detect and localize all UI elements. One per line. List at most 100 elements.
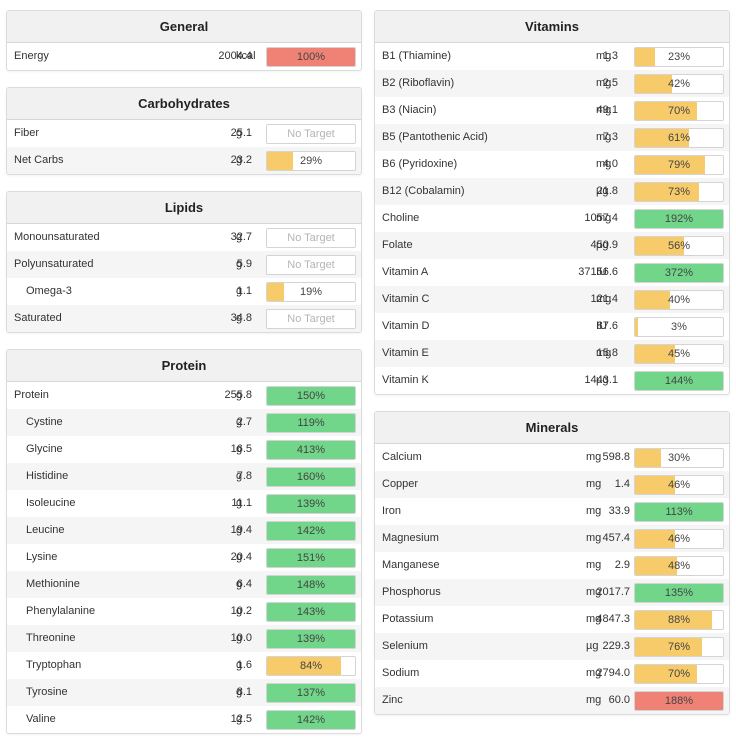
nutrient-row: B5 (Pantothenic Acid) 7.3 mg 61% xyxy=(375,124,729,151)
nutrient-unit: mg xyxy=(596,50,612,62)
progress-fill xyxy=(267,711,355,729)
progress-fill xyxy=(635,129,689,147)
nutrient-row: Potassium 4847.3 mg 88% xyxy=(375,606,729,633)
nutrient-name: Calcium xyxy=(382,451,422,463)
nutrient-row: Tyrosine 8.1 g 137% xyxy=(7,679,361,706)
panel-title: Minerals xyxy=(375,412,729,444)
nutrient-name: Vitamin K xyxy=(382,374,429,386)
progress-fill xyxy=(635,183,700,201)
nutrient-row: Phosphorus 2017.7 mg 135% xyxy=(375,579,729,606)
nutrient-name: Energy xyxy=(14,50,49,62)
progress-fill xyxy=(267,603,355,621)
panel-title: Carbohydrates xyxy=(7,88,361,120)
nutrient-row: Tryptophan 1.6 g 84% xyxy=(7,652,361,679)
nutrient-name: Phosphorus xyxy=(382,586,441,598)
row-list: Calcium 598.8 mg 30% Copper 1.4 mg 46% Iron 33.9 m… xyxy=(375,444,729,714)
progress-percent-label: No Target xyxy=(287,313,335,325)
target-progress-bar: 40% xyxy=(634,290,724,310)
target-progress-bar: 148% xyxy=(266,575,356,595)
progress-percent-label: 42% xyxy=(667,78,691,90)
progress-fill xyxy=(267,657,341,675)
target-progress-bar: 70% xyxy=(634,664,724,684)
progress-fill xyxy=(267,684,355,702)
progress-percent-label: 192% xyxy=(664,213,694,225)
nutrient-unit: g xyxy=(236,154,243,166)
nutrient-amount: 11.1 xyxy=(231,497,252,509)
target-progress-bar: 372% xyxy=(634,263,724,283)
nutrient-unit: µg xyxy=(586,640,599,652)
progress-fill xyxy=(635,503,723,521)
progress-percent-label: 142% xyxy=(296,525,326,537)
nutrient-name: Fiber xyxy=(14,127,40,139)
nutrient-unit: mg xyxy=(586,478,602,490)
nutrient-unit: mg xyxy=(596,77,612,89)
target-progress-bar: 88% xyxy=(634,610,724,630)
nutrient-row: B1 (Thiamine) 1.3 mg 23% xyxy=(375,43,729,70)
nutrient-name: Protein xyxy=(14,389,49,401)
nutrient-name: Glycine xyxy=(26,443,63,455)
nutrient-amount: 2004.4 xyxy=(218,50,252,62)
progress-percent-label: No Target xyxy=(287,259,335,271)
progress-percent-label: 84% xyxy=(299,660,323,672)
progress-fill xyxy=(635,318,638,336)
progress-percent-label: 113% xyxy=(665,506,693,518)
target-progress-bar: 113% xyxy=(634,502,724,522)
nutrient-unit: g xyxy=(236,443,243,455)
target-progress-bar: 100% xyxy=(266,47,356,67)
nutrient-amount: 20.4 xyxy=(230,551,252,563)
row-list: Protein 255.8 g 150% Cystine 2.7 g 119% Glycine 1… xyxy=(7,382,361,733)
target-progress-bar: 79% xyxy=(634,155,724,175)
target-progress-bar: 84% xyxy=(266,656,356,676)
nutrient-unit: IU xyxy=(596,266,607,278)
nutrient-unit: g xyxy=(236,713,243,725)
nutrient-unit: mg xyxy=(596,131,612,143)
progress-percent-label: 46% xyxy=(667,479,691,491)
nutrient-row: Monounsaturated 32.7 g No Target xyxy=(7,224,361,251)
progress-fill xyxy=(635,476,676,494)
nutrient-amount: 121.4 xyxy=(590,293,618,305)
nutrient-row: B6 (Pyridoxine) 4.0 mg 79% xyxy=(375,151,729,178)
nutrient-amount: 450.9 xyxy=(590,239,618,251)
target-progress-bar: 19% xyxy=(266,282,356,302)
nutrient-amount: 8.1 xyxy=(236,686,252,698)
progress-percent-label: 413% xyxy=(296,444,326,456)
nutrient-name: Potassium xyxy=(382,613,434,625)
nutrient-name: B2 (Riboflavin) xyxy=(382,77,455,89)
progress-fill xyxy=(635,692,723,710)
nutrient-amount: 7.3 xyxy=(602,131,618,143)
nutrient-row: Leucine 19.4 g 142% xyxy=(7,517,361,544)
nutrient-unit: mg xyxy=(596,158,612,170)
progress-fill xyxy=(635,372,723,390)
nutrient-name: Vitamin E xyxy=(382,347,429,359)
nutrient-name: B3 (Niacin) xyxy=(382,104,437,116)
nutrient-row: Vitamin C 121.4 mg 40% xyxy=(375,286,729,313)
target-progress-bar: 30% xyxy=(634,448,724,468)
nutrient-amount: 255.8 xyxy=(224,389,252,401)
progress-percent-label: 40% xyxy=(667,294,691,306)
nutrient-name: Monounsaturated xyxy=(14,231,100,243)
nutrient-amount: 2794.0 xyxy=(596,667,630,679)
nutrient-unit: g xyxy=(236,389,243,401)
nutrient-amount: 25.1 xyxy=(230,127,252,139)
nutrient-amount: 2.7 xyxy=(236,416,252,428)
nutrient-name: Cystine xyxy=(26,416,63,428)
nutrient-unit: g xyxy=(236,632,243,644)
nutrient-name: Folate xyxy=(382,239,413,251)
target-progress-bar: 46% xyxy=(634,529,724,549)
nutrient-unit: mg xyxy=(586,613,602,625)
nutrient-row: Fiber 25.1 g No Target xyxy=(7,120,361,147)
progress-fill xyxy=(635,210,723,228)
nutrient-amount: 49.1 xyxy=(596,104,618,116)
progress-fill xyxy=(267,152,293,170)
target-progress-bar: No Target xyxy=(266,309,356,329)
nutrient-name: Choline xyxy=(382,212,420,224)
nutrient-amount: 457.4 xyxy=(602,532,630,544)
target-progress-bar: 76% xyxy=(634,637,724,657)
nutrient-unit: g xyxy=(236,605,243,617)
target-progress-bar: 46% xyxy=(634,475,724,495)
progress-percent-label: 46% xyxy=(667,533,691,545)
progress-percent-label: 143% xyxy=(296,606,326,618)
nutrient-row: Folate 450.9 µg 56% xyxy=(375,232,729,259)
nutrient-row: B2 (Riboflavin) 2.5 mg 42% xyxy=(375,70,729,97)
nutrient-amount: 1.4 xyxy=(614,478,630,490)
